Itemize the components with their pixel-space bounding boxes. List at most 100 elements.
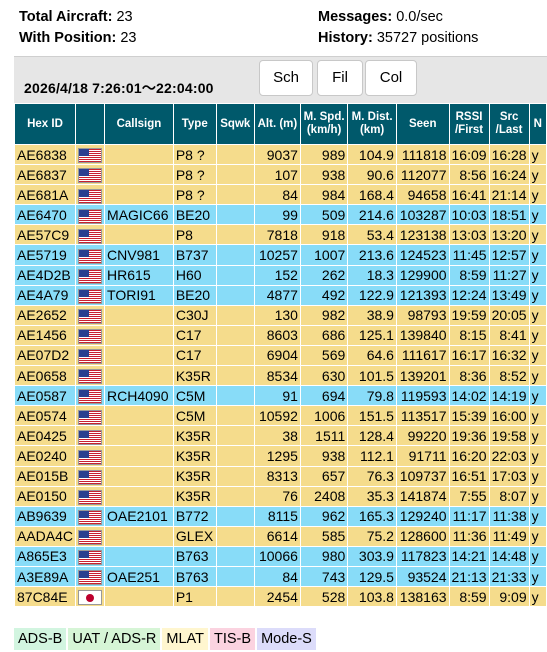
cell-max-distance: 122.9 [347, 284, 397, 306]
cell-max-speed: 528 [299, 586, 349, 608]
col-button[interactable]: Col [365, 60, 417, 96]
table-row[interactable]: AE015B K35R 8313 657 76.3 109737 16:51 17:03 y [14, 465, 547, 487]
cell-hex-id: AE6838 [14, 143, 77, 166]
cell-altitude: 8534 [253, 365, 301, 387]
table-row[interactable]: AE6838 P8 ? 9037 989 104.9 111818 16:09 16:28 y [14, 143, 547, 166]
aircraft-table: Hex ID Callsign Type Sqwk Alt. (m) M. Sp… [14, 103, 547, 608]
cell-flag [75, 565, 106, 588]
cell-last: 18:51 [488, 204, 530, 226]
cell-last: 16:00 [488, 405, 530, 427]
toolbar: 2026/4/18 7:26:01〜22:04:00 Sch Fil Col [14, 56, 547, 103]
cell-max-speed: 569 [299, 344, 349, 367]
col-hex-id[interactable]: Hex ID [14, 103, 77, 145]
table-row[interactable]: AE681A P8 ? 84 984 168.4 94658 16:41 21:14 y [14, 184, 547, 206]
col-altitude[interactable]: Alt. (m) [253, 103, 301, 145]
table-row[interactable]: AE6470 MAGIC66 BE20 99 509 214.6 103287 10:03 18… [14, 204, 547, 226]
cell-max-speed: 743 [299, 565, 349, 588]
table-row[interactable]: AADA4C GLEX 6614 585 75.2 128600 11:36 11:49 y [14, 525, 547, 547]
cell-extra: y [528, 485, 547, 507]
table-row[interactable]: AE07D2 C17 6904 569 64.6 111617 16:17 16:32 y [14, 344, 547, 367]
table-row[interactable]: AE4A79 TORI91 BE20 4877 492 122.9 121393 12:24 1… [14, 284, 547, 306]
cell-type: C17 [172, 344, 217, 367]
cell-type: BE20 [172, 204, 217, 226]
col-extra[interactable]: N [528, 103, 547, 145]
table-row[interactable]: AE0658 K35R 8534 630 101.5 139201 8:36 8:52 y [14, 365, 547, 387]
col-src-last[interactable]: Src /Last [488, 103, 530, 145]
cell-last: 14:19 [488, 385, 530, 407]
table-row[interactable]: AB9639 OAE2101 B772 8115 962 165.3 129240 11:17… [14, 505, 547, 527]
us-flag-icon [78, 530, 103, 546]
cell-seen: 129900 [395, 264, 450, 286]
cell-flag [75, 344, 106, 367]
table-row[interactable]: AE0150 K35R 76 2408 35.3 141874 7:55 8:07 y [14, 485, 547, 507]
cell-seen: 103287 [395, 204, 450, 226]
cell-hex-id: A3E89A [14, 565, 77, 588]
cell-type: C30J [172, 304, 217, 326]
cell-altitude: 8115 [253, 505, 301, 527]
cell-extra: y [528, 505, 547, 527]
cell-altitude: 152 [253, 264, 301, 286]
col-seen[interactable]: Seen [395, 103, 450, 145]
col-rssi-first[interactable]: RSSI /First [448, 103, 490, 145]
cell-first: 19:36 [448, 425, 490, 447]
cell-max-distance: 64.6 [347, 344, 397, 367]
cell-callsign: HR615 [104, 264, 174, 286]
us-flag-icon [78, 449, 103, 465]
cell-seen: 91711 [395, 445, 450, 467]
cell-extra: y [528, 425, 547, 447]
cell-hex-id: AE07D2 [14, 344, 77, 367]
cell-altitude: 107 [253, 164, 301, 186]
aircraft-table-container[interactable]: Hex ID Callsign Type Sqwk Alt. (m) M. Sp… [14, 103, 547, 616]
cell-flag [75, 586, 106, 608]
table-row[interactable]: AE0587 RCH4090 C5M 91 694 79.8 119593 14:02 14:1… [14, 385, 547, 407]
sch-button[interactable]: Sch [259, 60, 313, 96]
table-row[interactable]: AE1456 C17 8603 686 125.1 139840 8:15 8:41 y [14, 324, 547, 346]
col-squawk[interactable]: Sqwk [215, 103, 255, 145]
table-row[interactable]: A865E3 B763 10066 980 303.9 117823 14:21 14:48 y [14, 545, 547, 567]
table-row[interactable]: AE4D2B HR615 H60 152 262 18.3 129900 8:59 11:27 y [14, 264, 547, 286]
cell-seen: 124523 [395, 244, 450, 266]
cell-last: 22:03 [488, 445, 530, 467]
cell-last: 8:52 [488, 365, 530, 387]
table-row[interactable]: AE57C9 P8 7818 918 53.4 123138 13:03 13:20 y [14, 224, 547, 246]
cell-first: 16:20 [448, 445, 490, 467]
cell-hex-id: AE0150 [14, 485, 77, 507]
cell-altitude: 99 [253, 204, 301, 226]
messages: Messages: 0.0/sec [318, 9, 443, 25]
table-row[interactable]: AE0574 C5M 10592 1006 151.5 113517 15:39 16:00 y [14, 405, 547, 427]
cell-max-speed: 630 [299, 365, 349, 387]
cell-flag [75, 224, 106, 246]
table-row[interactable]: AE5719 CNV981 B737 10257 1007 213.6 124523 11:4… [14, 244, 547, 266]
table-row[interactable]: A3E89A OAE251 B763 84 743 129.5 93524 21:13 21:3… [14, 565, 547, 588]
table-row[interactable]: AE0240 K35R 1295 938 112.1 91711 16:20 22:03 y [14, 445, 547, 467]
cell-callsign [104, 525, 174, 547]
table-row[interactable]: AE6837 P8 ? 107 938 90.6 112077 8:56 16:24 y [14, 164, 547, 186]
us-flag-icon [78, 289, 103, 304]
cell-first: 16:09 [448, 143, 490, 166]
cell-max-distance: 303.9 [347, 545, 397, 567]
cell-last: 16:32 [488, 344, 530, 367]
col-max-speed[interactable]: M. Spd. (km/h) [299, 103, 349, 145]
cell-max-distance: 165.3 [347, 505, 397, 527]
us-flag-icon [78, 409, 103, 425]
table-row[interactable]: AE0425 K35R 38 1511 128.4 99220 19:36 19:58 y [14, 425, 547, 447]
cell-type: K35R [172, 485, 217, 507]
fil-button[interactable]: Fil [317, 60, 363, 96]
cell-first: 16:17 [448, 344, 490, 367]
legend-tisb: TIS-B [210, 628, 256, 650]
cell-type: B737 [172, 244, 217, 266]
table-row[interactable]: 87C84E P1 2454 528 103.8 138163 8:59 9:09 y [14, 586, 547, 608]
col-type[interactable]: Type [172, 103, 217, 145]
cell-extra: y [528, 445, 547, 467]
cell-hex-id: AE57C9 [14, 224, 77, 246]
cell-callsign: TORI91 [104, 284, 174, 306]
cell-first: 15:39 [448, 405, 490, 427]
cell-hex-id: AE2652 [14, 304, 77, 326]
col-callsign[interactable]: Callsign [104, 103, 174, 145]
table-header-row: Hex ID Callsign Type Sqwk Alt. (m) M. Sp… [14, 103, 547, 145]
table-row[interactable]: AE2652 C30J 130 982 38.9 98793 19:59 20:05 y [14, 304, 547, 326]
cell-last: 17:03 [488, 465, 530, 487]
col-max-distance[interactable]: M. Dist. (km) [347, 103, 397, 145]
cell-type: P1 [172, 586, 217, 608]
total-aircraft: Total Aircraft: 23 [19, 9, 133, 25]
